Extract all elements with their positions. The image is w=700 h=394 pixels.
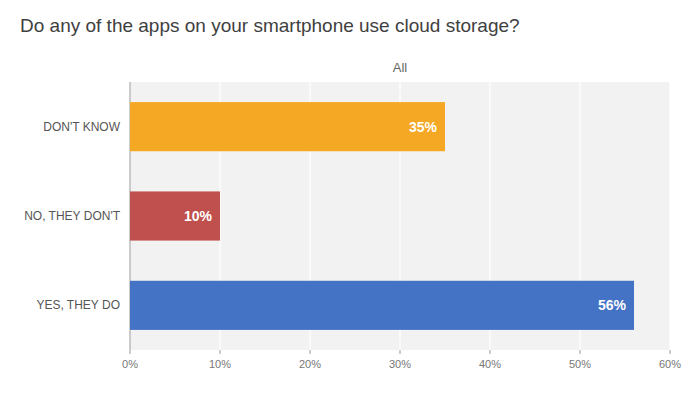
bar: [130, 102, 445, 151]
chart-container: 0% 10% 20% 30% 40% 50% 60% 35% 10% 56% DON'T KNOW N…: [0, 0, 700, 394]
x-tick-label: 60%: [659, 358, 681, 370]
tick-mark: [310, 350, 311, 354]
y-tick-label: YES, THEY DO: [36, 298, 120, 312]
grid-line: [669, 82, 670, 350]
grid: [130, 82, 670, 350]
tick-mark: [670, 350, 671, 354]
x-tick-label: 50%: [569, 358, 591, 370]
plot-background: [130, 82, 670, 350]
x-tick-label: 0%: [122, 358, 138, 370]
y-tick-label: DON'T KNOW: [43, 120, 120, 134]
title: Do any of the apps on your smartphone us…: [20, 15, 520, 36]
data-label: 56%: [598, 297, 627, 313]
tick-mark: [220, 350, 221, 354]
x-tick-label: 30%: [389, 358, 411, 370]
tick-mark: [130, 350, 131, 354]
bar: [130, 191, 220, 240]
tick-mark: [580, 350, 581, 354]
y-tick-label: NO, THEY DON'T: [24, 209, 121, 223]
x-tick-label: 40%: [479, 358, 501, 370]
data-label: 10%: [184, 208, 213, 224]
x-tick-label: 20%: [299, 358, 321, 370]
bar: [130, 281, 634, 330]
tick-mark: [400, 350, 401, 354]
tick-mark: [490, 350, 491, 354]
x-tick-label: 10%: [209, 358, 231, 370]
data-label: 35%: [409, 119, 438, 135]
bars: [130, 102, 634, 330]
chart: 0% 10% 20% 30% 40% 50% 60% 35% 10% 56% DON'T KNOW N…: [0, 0, 700, 394]
subtitle: All: [393, 60, 408, 75]
